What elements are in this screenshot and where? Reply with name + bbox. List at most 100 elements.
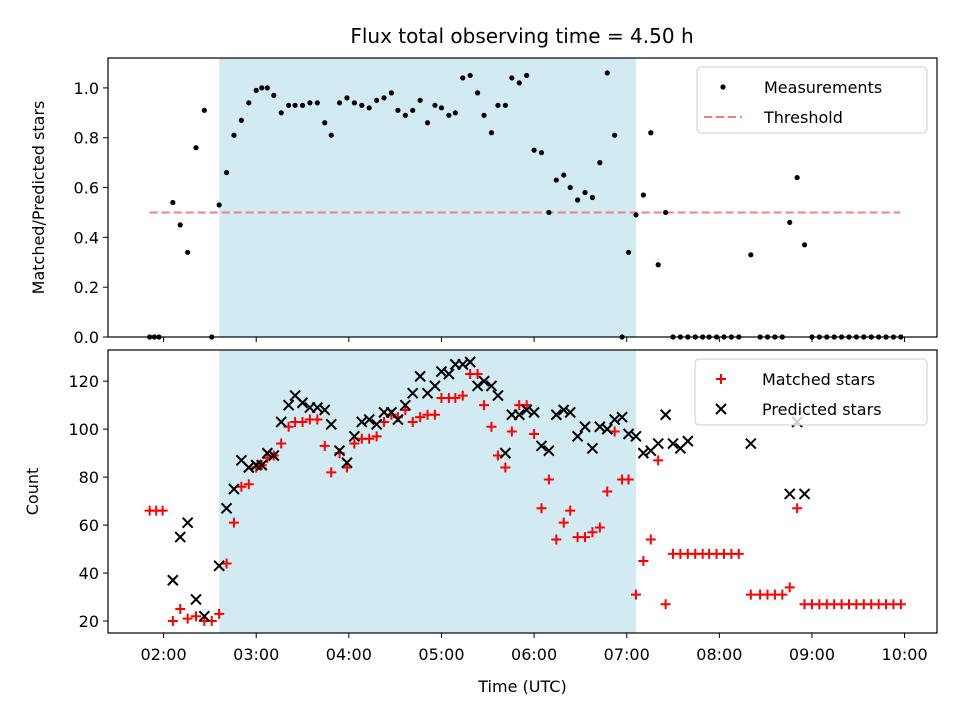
measurement-point xyxy=(655,262,661,268)
top-series-measurements xyxy=(147,70,904,340)
measurement-point xyxy=(351,100,357,106)
matched-star-point xyxy=(492,450,503,461)
top-y-tick-label: 0.0 xyxy=(74,328,99,347)
matched-star-point xyxy=(341,462,352,473)
matched-star-point xyxy=(792,503,803,514)
measurement-point xyxy=(516,80,522,86)
matched-star-point xyxy=(236,481,247,492)
matched-star-point xyxy=(521,400,532,411)
x-tick-label: 07:00 xyxy=(604,645,650,664)
matched-star-point xyxy=(609,426,620,437)
measurement-point xyxy=(328,132,334,138)
measurement-point xyxy=(395,107,401,113)
predicted-star-point xyxy=(667,437,679,450)
measurement-point xyxy=(502,102,508,108)
measurement-point xyxy=(538,150,545,156)
matched-star-point xyxy=(312,414,323,425)
matched-star-point xyxy=(733,548,744,559)
predicted-star-point xyxy=(682,435,694,447)
matched-star-point xyxy=(587,527,598,538)
measurement-point xyxy=(438,105,445,111)
matched-star-point xyxy=(221,558,232,569)
measurement-point xyxy=(424,120,431,126)
predicted-star-point xyxy=(370,418,383,431)
measurement-point xyxy=(170,199,176,206)
top-y-tick-label: 0.4 xyxy=(74,228,99,247)
predicted-star-point xyxy=(190,593,202,606)
predicted-star-point xyxy=(435,365,448,378)
predicted-star-point xyxy=(457,358,469,371)
x-tick-label: 06:00 xyxy=(511,645,557,664)
measurement-point xyxy=(314,100,320,106)
bottom-y-tick-label: 120 xyxy=(68,372,99,391)
predicted-star-point xyxy=(174,531,186,543)
predicted-star-point xyxy=(268,449,280,462)
matched-star-point xyxy=(214,608,225,619)
top-legend: Measurements Threshold xyxy=(696,66,928,134)
predicted-star-point xyxy=(256,459,268,471)
predicted-star-point xyxy=(571,430,584,443)
predicted-star-point xyxy=(181,516,194,529)
measurement-point xyxy=(253,87,259,93)
measurement-point xyxy=(495,102,501,108)
measurement-point xyxy=(402,112,408,118)
matched-star-point xyxy=(486,421,497,432)
predicted-star-point xyxy=(341,457,353,469)
measurement-point xyxy=(177,222,183,228)
predicted-star-point xyxy=(296,397,309,409)
measurement-point xyxy=(524,72,530,79)
bottom-panel: 02:00 03:00 04:00 05:00 06:00 07:00 08:00 09:00… xyxy=(23,349,938,696)
measurement-point xyxy=(344,95,350,101)
matched-star-point xyxy=(167,616,178,627)
measurement-point xyxy=(589,194,596,201)
predicted-star-point xyxy=(220,502,233,514)
measurement-point xyxy=(201,107,207,113)
matched-star-point xyxy=(551,534,562,545)
measurement-point xyxy=(509,75,515,81)
predicted-star-point xyxy=(443,368,455,380)
measurement-point xyxy=(625,249,632,255)
measurement-point xyxy=(787,219,793,226)
measurement-point xyxy=(238,117,244,123)
matched-star-point xyxy=(429,409,440,420)
predicted-star-point xyxy=(616,411,628,423)
measurement-point xyxy=(286,102,292,108)
measurement-point xyxy=(582,189,588,196)
predicted-star-point xyxy=(579,421,591,433)
matched-star-point xyxy=(565,505,576,516)
measurement-point xyxy=(553,177,559,183)
measurement-point xyxy=(417,97,423,103)
predicted-star-point xyxy=(586,442,599,455)
top-axes-frame xyxy=(107,57,938,338)
measurement-point xyxy=(388,90,395,96)
predicted-star-point xyxy=(659,409,672,421)
top-panel: 0.0 0.2 0.4 0.6 0.8 1.0 Matched/Predicted star… xyxy=(29,57,938,347)
matched-star-point xyxy=(645,534,656,545)
measurement-point xyxy=(336,100,343,106)
x-tick-label: 09:00 xyxy=(789,645,835,664)
measurement-point xyxy=(612,132,618,138)
measurement-point xyxy=(575,197,581,203)
measurement-point xyxy=(633,212,639,218)
predicted-star-point xyxy=(243,461,255,474)
measurement-point xyxy=(299,102,306,108)
bottom-y-tick-label: 20 xyxy=(79,612,99,631)
predicted-star-point xyxy=(392,413,404,426)
measurement-point xyxy=(446,112,452,118)
matched-star-point xyxy=(415,412,426,423)
x-tick-label: 03:00 xyxy=(233,645,279,664)
measurement-point xyxy=(597,160,603,166)
matched-star-point xyxy=(407,416,418,427)
matched-star-point xyxy=(371,431,382,442)
matched-star-point xyxy=(602,486,613,497)
matched-star-point xyxy=(536,503,547,514)
matched-star-point xyxy=(653,455,664,466)
matched-star-point xyxy=(506,426,517,437)
measurement-point xyxy=(432,102,438,108)
matched-star-point xyxy=(276,438,287,449)
matched-star-point xyxy=(243,479,254,490)
measurement-point xyxy=(410,107,416,113)
measurement-point xyxy=(381,95,387,101)
predicted-star-point xyxy=(594,421,606,433)
matched-star-point xyxy=(349,438,360,449)
